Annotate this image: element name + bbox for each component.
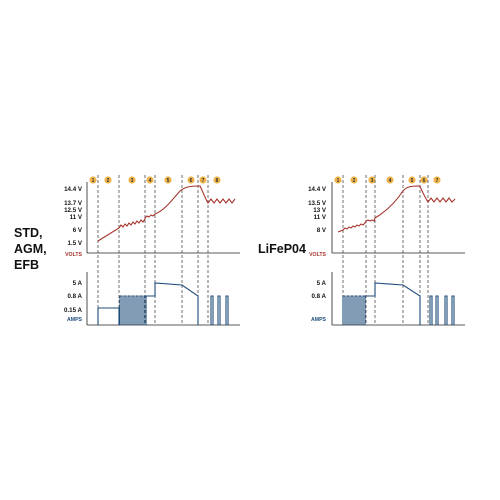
stage-number: 1 (337, 178, 340, 184)
stage-number: 3 (131, 178, 134, 184)
volt-tick-label: 6 V (73, 227, 83, 234)
mode-label-line-3: EFB (14, 258, 39, 272)
stage-badge (199, 176, 207, 184)
stage-badges: 1 2 3 4 5 6 7 (334, 176, 441, 184)
stage-badge (164, 176, 172, 184)
volts-axes (86, 182, 240, 254)
amp-tick-label: 0.15 A (64, 307, 83, 314)
volt-tick-label: 8 V (317, 227, 327, 234)
stage-badges: 1 2 3 4 5 6 7 8 (89, 176, 221, 184)
lifepo4-diagram: LiFeP04 1 2 3 4 5 6 7 (258, 175, 465, 326)
stage-number: 4 (389, 178, 392, 184)
amps-ticks: 5 A 0.8 A AMPS (311, 280, 327, 323)
amp-tick-label: 5 A (317, 280, 327, 287)
mode-label-line-1: LiFeP04 (258, 242, 306, 256)
volts-unit-label: VOLTS (65, 252, 82, 258)
stage-dividers (97, 175, 209, 325)
volt-tick-label: 13.5 V (308, 200, 327, 207)
stage-badge (408, 176, 416, 184)
stage-number: 4 (149, 178, 152, 184)
stage-number: 5 (167, 178, 170, 184)
stage-badge (386, 176, 394, 184)
stage-badge (350, 176, 358, 184)
current-curve (342, 282, 455, 325)
stage-badge (433, 176, 441, 184)
amp-tick-label: 0.8 A (311, 293, 326, 300)
volts-ticks: 14.4 V 13.7 V 12.5 V 11 V 6 V 1.5 V VOLT… (64, 186, 83, 258)
stage-badge (104, 176, 112, 184)
stage-number: 5 (411, 178, 414, 184)
stage-number: 7 (202, 178, 205, 184)
stage-badge (187, 176, 195, 184)
volts-unit-label: VOLTS (309, 252, 326, 258)
stage-number: 1 (92, 178, 95, 184)
stage-badge (334, 176, 342, 184)
mode-label-line-2: AGM, (14, 242, 47, 256)
current-curve (97, 282, 229, 325)
volt-tick-label: 14.4 V (308, 186, 327, 193)
stage-number: 2 (107, 178, 110, 184)
voltage-curve (337, 185, 456, 233)
volt-tick-label: 13 V (313, 207, 327, 214)
stage-badge (368, 176, 376, 184)
voltage-curve (97, 185, 236, 242)
stage-badge (146, 176, 154, 184)
volts-axes (331, 182, 465, 254)
stage-number: 3 (371, 178, 374, 184)
volt-tick-label: 1.5 V (68, 240, 83, 247)
stage-badge (420, 176, 428, 184)
std-agm-efb-diagram: STD, AGM, EFB 1 2 3 4 5 6 7 8 (14, 175, 240, 326)
amps-axes (86, 272, 240, 326)
amps-unit-label: AMPS (67, 317, 83, 323)
amps-ticks: 5 A 0.8 A 0.15 A AMPS (64, 280, 83, 323)
amps-axes (331, 272, 465, 326)
volt-tick-label: 11 V (314, 214, 327, 221)
stage-number: 2 (353, 178, 356, 184)
amp-tick-label: 0.8 A (67, 293, 82, 300)
volt-tick-label: 12.5 V (64, 207, 83, 214)
volt-tick-label: 14.4 V (64, 186, 83, 193)
amp-tick-label: 5 A (73, 280, 83, 287)
stage-number: 6 (190, 178, 193, 184)
stage-badge (128, 176, 136, 184)
volt-tick-label: 11 V (70, 214, 83, 221)
volts-ticks: 14.4 V 13.5 V 13 V 11 V 8 V VOLTS (308, 186, 327, 258)
stage-number: 6 (423, 178, 426, 184)
stage-badge (89, 176, 97, 184)
mode-label-line-1: STD, (14, 226, 42, 240)
stage-number: 7 (436, 178, 439, 184)
stage-number: 8 (216, 178, 219, 184)
stage-dividers (342, 175, 429, 325)
stage-badge (213, 176, 221, 184)
volt-tick-label: 13.7 V (64, 200, 83, 207)
amps-unit-label: AMPS (311, 317, 327, 323)
